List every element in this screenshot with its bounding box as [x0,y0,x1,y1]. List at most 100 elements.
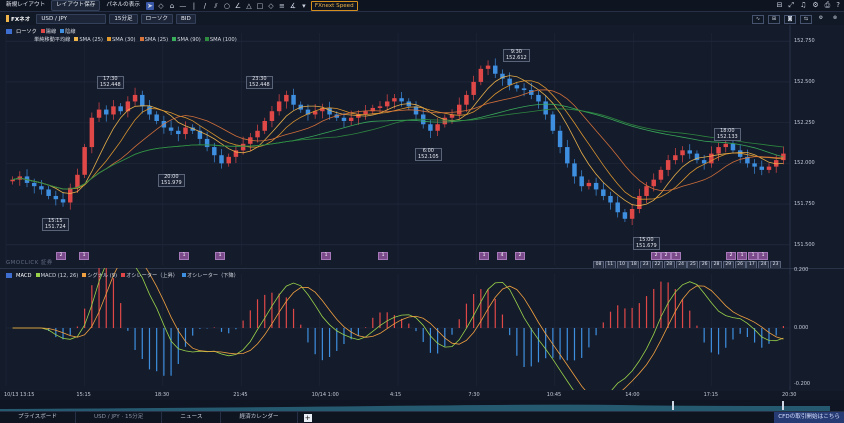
bull-swatch [40,29,45,33]
event-badge[interactable]: 2 [515,252,525,260]
macd-collapse-icon[interactable] [6,273,12,278]
symbol-marker-icon [6,15,9,22]
candle-body [493,65,498,74]
candle-body [464,94,469,105]
bell-icon[interactable]: ♫ [800,1,807,9]
candle-body [276,101,282,112]
candle-body [615,202,620,213]
candle-body [730,143,736,151]
event-badge[interactable]: 1 [758,252,768,260]
time-axis-label: 4:15 [390,392,402,398]
angle-tool-icon[interactable]: ∠ [234,1,242,10]
eraser-tool-icon[interactable]: ⌂ [169,1,175,10]
close-panel-icon[interactable]: ⊗ [832,15,838,21]
share-icon[interactable]: ⇆ [800,15,812,24]
fan-tool-icon[interactable]: ∡ [289,1,297,10]
macd-panel[interactable] [0,268,844,391]
triangle-tool-icon[interactable]: △ [246,1,252,10]
candle-body [601,189,606,196]
macd-legend-item[interactable]: オシレーター（下降） [181,272,239,279]
ma-legend-item[interactable]: SMA (90) [172,36,201,43]
callout-price: 152.133 [717,133,738,140]
rectangle-tool-icon[interactable]: □ [256,1,264,10]
circle-tool-icon[interactable]: ○ [223,1,230,10]
fibonacci-tool-icon[interactable]: ≡ [278,1,285,10]
event-badge[interactable]: 1 [321,252,331,260]
event-badge[interactable]: 2 [651,252,661,260]
trend-line-tool-icon[interactable]: / [203,1,207,10]
macd-legend-item[interactable]: MACD (12, 26) [35,272,79,279]
save-layout-button[interactable]: レイアウト保存 [51,0,101,11]
event-badge[interactable]: 4 [497,252,507,260]
macd-legend-item[interactable]: オシレーター（上昇） [121,272,178,279]
dropdown-tool-icon[interactable]: ▾ [302,1,306,10]
pen-tool-icon[interactable]: ◇ [158,1,164,10]
expand-icon[interactable]: ⤢ [788,1,795,9]
candle-body [572,163,577,177]
price-chart-panel[interactable] [0,25,844,268]
tab-news[interactable]: ニュース [162,412,222,423]
settings-icon[interactable]: ⚙ [812,1,819,9]
price-callout: 18:00 152.133 [714,128,741,141]
help-icon[interactable]: ? [836,1,840,9]
panel-display-button[interactable]: パネルの表示 [106,2,140,8]
parallel-line-tool-icon[interactable]: ⫽ [214,1,218,10]
tab-economic-calendar[interactable]: 経済カレンダー [221,412,298,423]
layout-icon[interactable]: ⊟ [776,1,783,9]
chart-type-select[interactable]: ローソク [140,13,174,24]
candle-body [745,156,750,164]
ma-legend-item[interactable]: SMA (30) [106,36,136,43]
candle-body [255,130,260,138]
candle-body [46,189,51,196]
event-badge[interactable]: 1 [179,252,189,260]
ma-legend-item[interactable]: SMA (25) [74,36,103,43]
macd-legend-label: オシレーター（下降） [186,273,239,279]
cursor-tool-icon[interactable]: ➤ [145,1,154,10]
event-badge[interactable]: 1 [378,252,388,260]
line-chart-icon[interactable]: ∿ [752,15,764,24]
price-axis-label: 151.500 [794,241,815,248]
diamond-tool-icon[interactable]: ◇ [268,1,274,10]
tab-price-board[interactable]: プライスボード [0,412,76,423]
candle-body [356,114,361,118]
candle-body [31,182,37,187]
symbol-label[interactable]: FXネオ [3,15,33,23]
horizontal-line-tool-icon[interactable]: — [179,1,187,10]
bid-ask-select[interactable]: BID [176,13,196,24]
pair-select[interactable]: USD / JPY [36,13,107,24]
cfd-notice-link[interactable]: CFDの取引開始はこちら [774,412,844,423]
price-chart[interactable] [0,25,844,268]
macd-swatch [82,273,87,277]
camera-icon[interactable]: ◙ [784,15,796,24]
candle-body [608,195,613,203]
event-badge[interactable]: 2 [661,252,671,260]
new-layout-button[interactable]: 新規レイアウト [6,2,46,8]
event-badge[interactable]: 1 [79,252,89,260]
macd-legend-label: MACD (12, 26) [40,272,79,279]
interval-select[interactable]: 15分足 [109,13,138,24]
candle-body [240,143,246,151]
event-badge[interactable]: 1 [671,252,681,260]
macd-legend-item[interactable]: シグナル (9) [82,272,117,279]
macd-chart[interactable] [0,268,844,390]
candle-body [111,106,116,115]
event-badge[interactable]: 2 [726,252,736,260]
indicator-icon[interactable]: ⊞ [768,15,780,24]
ma-legend-item[interactable]: SMA (100) [204,36,237,43]
tab-chart[interactable]: USD / JPY · 15分足 [76,412,163,423]
vertical-line-tool-icon[interactable]: | [192,1,196,10]
event-badge[interactable]: 1 [479,252,489,260]
fx-speed-button[interactable]: FXnext Speed [310,0,358,11]
ma-swatch [139,36,144,41]
event-badge[interactable]: 1 [215,252,225,260]
add-tab-button[interactable]: + [303,413,312,422]
candle-body [190,127,195,131]
collapse-icon[interactable] [6,29,12,34]
time-navigator[interactable] [0,400,844,411]
event-badge[interactable]: 2 [56,252,66,260]
print-icon[interactable]: ⎙ [824,1,831,9]
event-badge[interactable]: 1 [737,252,747,260]
event-badge[interactable]: 1 [748,252,758,260]
ma-legend-item[interactable]: SMA (25) [139,36,168,43]
settings-small-icon[interactable]: ⚙ [818,15,824,21]
